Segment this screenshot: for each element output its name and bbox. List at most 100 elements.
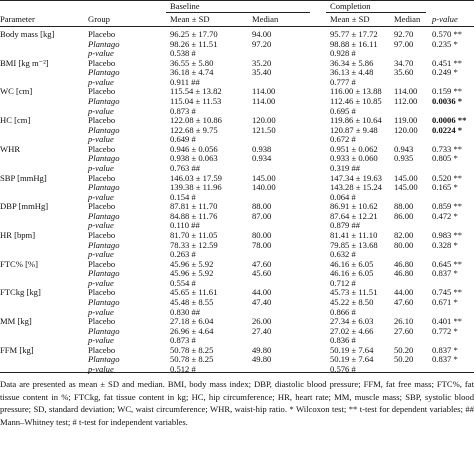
mean: 36.18 ± 4.74 <box>170 67 214 78</box>
group: Placebo <box>88 172 116 183</box>
median: 34.70 <box>394 57 414 68</box>
median: 46.80 <box>394 268 414 279</box>
p-value: 0.154 # <box>170 191 196 202</box>
median: 120.00 <box>394 124 418 135</box>
group: p-value <box>88 249 114 260</box>
p-value: 0.983 ** <box>432 229 463 240</box>
median: 82.00 <box>394 229 414 240</box>
median: 80.00 <box>394 239 414 250</box>
median: 47.60 <box>252 258 272 269</box>
rule <box>166 12 310 13</box>
median: 49.80 <box>252 354 272 365</box>
p-value: 0.859 ** <box>432 201 463 212</box>
header-p: p-value <box>432 14 458 24</box>
group: Plantago <box>88 38 120 49</box>
mean: 46.16 ± 6.05 <box>330 268 374 279</box>
p-value: 0.538 # <box>170 48 196 59</box>
group: Plantago <box>88 210 120 221</box>
median: 87.00 <box>252 210 272 221</box>
mean: 120.87 ± 9.48 <box>330 124 378 135</box>
mean: 84.88 ± 11.76 <box>170 210 218 221</box>
p-value: 0.159 ** <box>432 86 463 97</box>
p-value: 0.263 # <box>170 249 196 260</box>
group: Placebo <box>88 287 116 298</box>
p-value: 0.873 # <box>170 335 196 346</box>
rule <box>0 26 474 27</box>
parameter: BMI [kg m⁻²] <box>0 57 49 68</box>
header-baseline: Baseline <box>170 1 200 11</box>
group: p-value <box>88 363 114 374</box>
p-value: 0.672 # <box>330 134 356 145</box>
mean: 0.933 ± 0.060 <box>330 153 378 164</box>
group: Placebo <box>88 57 116 68</box>
mean: 79.85 ± 13.68 <box>330 239 378 250</box>
parameter: HC [cm] <box>0 115 31 126</box>
p-value: 0.671 * <box>432 296 458 307</box>
mean: 86.91 ± 10.62 <box>330 201 378 212</box>
group: p-value <box>88 335 114 346</box>
rule <box>326 12 426 13</box>
group: Plantago <box>88 268 120 279</box>
group: p-value <box>88 76 114 87</box>
p-value: 0.928 # <box>330 48 356 59</box>
parameter: MM [kg] <box>0 316 32 326</box>
mean: 115.04 ± 11.53 <box>170 96 222 106</box>
mean: 45.22 ± 8.50 <box>330 296 374 307</box>
group: p-value <box>88 306 114 317</box>
median: 112.00 <box>394 96 418 106</box>
rule <box>0 372 474 373</box>
mean: 0.938 ± 0.063 <box>170 153 218 164</box>
mean: 45.73 ± 11.51 <box>330 287 378 298</box>
median: 45.60 <box>252 268 272 279</box>
footnote: Data are presented as mean ± SD and medi… <box>0 379 474 427</box>
parameter: FTC% [%] <box>0 258 38 269</box>
mean: 45.65 ± 11.61 <box>170 287 218 298</box>
group: Placebo <box>88 143 116 154</box>
mean: 0.951 ± 0.062 <box>330 143 378 154</box>
median: 120.00 <box>252 115 276 126</box>
median: 88.00 <box>394 201 414 212</box>
median: 114.00 <box>252 96 276 106</box>
parameter: DBP [mmHg] <box>0 201 49 212</box>
mean: 143.28 ± 15.24 <box>330 182 382 193</box>
group: p-value <box>88 220 114 231</box>
median: 26.10 <box>394 316 414 326</box>
group: p-value <box>88 48 114 59</box>
median: 145.00 <box>394 172 418 183</box>
p-value: 0.645 ** <box>432 258 463 269</box>
group: Plantago <box>88 354 120 365</box>
group: Placebo <box>88 86 116 97</box>
group: p-value <box>88 277 114 288</box>
p-value: 0.576 # <box>330 363 356 374</box>
p-value: 0.911 ## <box>170 76 200 87</box>
median: 114.00 <box>252 86 276 97</box>
p-value: 0.0036 * <box>432 96 463 106</box>
group: p-value <box>88 191 114 202</box>
mean: 27.18 ± 6.04 <box>170 316 214 326</box>
mean: 115.54 ± 13.82 <box>170 86 222 97</box>
median: 114.00 <box>394 86 418 97</box>
group: Placebo <box>88 316 116 326</box>
median: 50.20 <box>394 354 414 365</box>
median: 0.934 <box>252 153 272 164</box>
p-value: 0.866 # <box>330 306 356 317</box>
median: 97.20 <box>252 38 272 49</box>
median: 0.943 <box>394 143 414 154</box>
parameter: WHR <box>0 143 21 154</box>
median: 44.00 <box>252 287 272 298</box>
p-value: 0.632 # <box>330 249 356 260</box>
median: 80.00 <box>252 229 272 240</box>
header-median: Median <box>252 14 279 24</box>
p-value: 0.570 ** <box>432 29 463 39</box>
p-value: 0.837 * <box>432 268 458 279</box>
p-value: 0.837 * <box>432 344 458 355</box>
p-value: 0.873 # <box>170 105 196 116</box>
median: 35.60 <box>394 67 414 78</box>
p-value: 0.401 ** <box>432 316 463 326</box>
group: p-value <box>88 134 114 145</box>
p-value: 0.235 * <box>432 38 458 49</box>
median: 0.935 <box>394 153 414 164</box>
median: 92.70 <box>394 29 414 39</box>
median: 47.60 <box>394 296 414 307</box>
